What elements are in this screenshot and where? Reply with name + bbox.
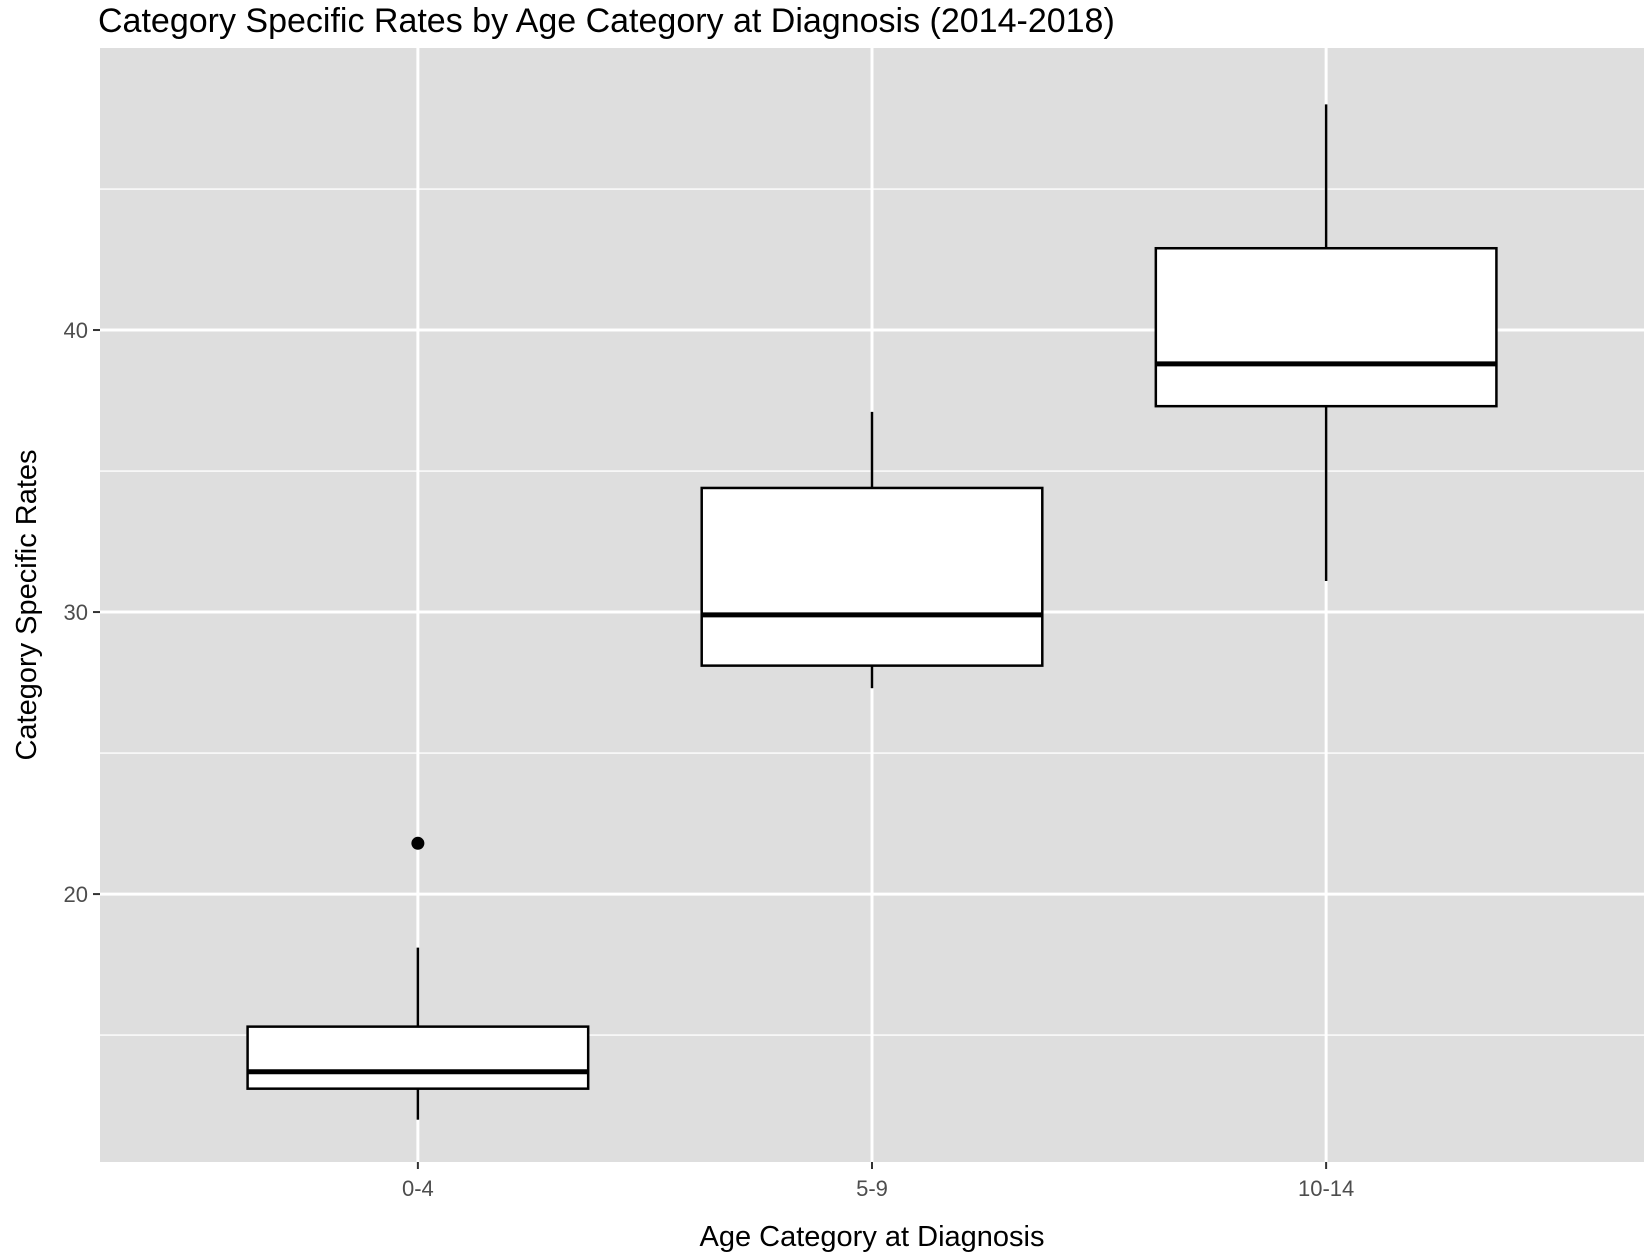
x-tick-label: 5-9 (856, 1176, 888, 1201)
box-group (700, 411, 1044, 689)
box-iqr (1154, 246, 1498, 408)
axes: 20 30 40 0-4 5-9 10-14 (64, 318, 1355, 1201)
y-tick-label: 20 (64, 882, 88, 907)
y-tick-label: 40 (64, 318, 88, 343)
outlier-point (411, 836, 425, 850)
x-tick-label: 0-4 (402, 1176, 434, 1201)
boxes (246, 104, 1498, 1120)
box-group (1154, 104, 1498, 582)
chart-title: Category Specific Rates by Age Category … (98, 2, 1115, 40)
y-axis-title: Category Specific Rates (11, 449, 43, 760)
y-tick-label: 30 (64, 600, 88, 625)
box-group (246, 836, 590, 1120)
x-axis-title: Age Category at Diagnosis (700, 1221, 1045, 1253)
box-iqr (246, 1025, 590, 1090)
box-iqr (700, 486, 1044, 667)
x-tick-label: 10-14 (1298, 1176, 1354, 1201)
